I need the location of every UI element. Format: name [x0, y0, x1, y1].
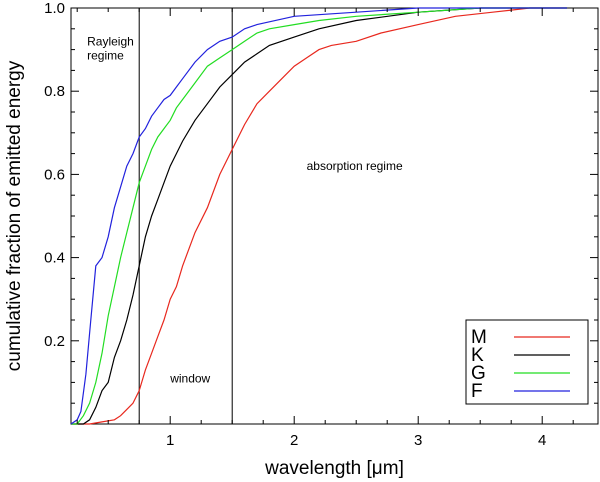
- annotation-line: regime: [87, 48, 124, 62]
- series-line-F: [70, 7, 567, 425]
- legend-box: [465, 319, 589, 405]
- annotation-line: absorption regime: [307, 159, 403, 173]
- series-line-G: [71, 7, 567, 425]
- series-line-M: [71, 7, 567, 425]
- legend-label-K: K: [471, 345, 484, 366]
- annotation-1: Rayleigh regime: [87, 34, 134, 62]
- x-tick-label: 3: [414, 432, 422, 449]
- annotations: Rayleigh regime window absorption regime: [87, 34, 403, 385]
- x-tick-label: 4: [538, 432, 546, 449]
- x-tick-label: 1: [166, 432, 174, 449]
- legend-label-F: F: [471, 381, 483, 402]
- y-tick-label: 0.6: [44, 166, 65, 183]
- y-tick-label: 0.2: [44, 333, 65, 350]
- legend-label-G: G: [471, 363, 486, 384]
- legend-label-M: M: [471, 327, 487, 348]
- y-tick-label: 0.8: [44, 83, 65, 100]
- annotation-line: window: [169, 371, 210, 385]
- x-axis-label: wavelength [μm]: [264, 458, 404, 479]
- y-tick-label: 0.4: [44, 250, 65, 267]
- annotation-line: Rayleigh: [87, 34, 134, 48]
- axes: 1 2 3 4 0.2 0.4 0.6 0.8 1.0 wavelength [μm] cumula…: [4, 0, 598, 479]
- y-axis-label: cumulative fraction of emitted energy: [4, 60, 25, 371]
- x-tick-label: 2: [290, 432, 298, 449]
- series-line-K: [71, 7, 567, 425]
- y-tick-label: 1.0: [44, 0, 65, 17]
- annotation-3: absorption regime: [307, 159, 403, 173]
- series-group: [70, 7, 567, 425]
- annotation-2: window: [169, 371, 210, 385]
